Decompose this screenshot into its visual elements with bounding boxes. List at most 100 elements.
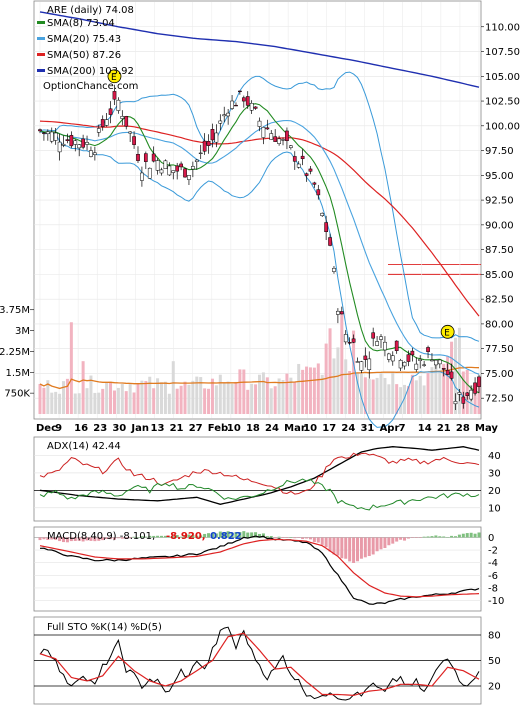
macd-hist-bar [163,535,167,538]
volume-bar [171,361,175,414]
macd-tick-label: 0 [488,533,494,544]
macd-hist-value: 0.822 [210,531,242,542]
x-tick-label: 13 [151,423,165,434]
candle-body [179,163,183,168]
adx-series-1 [39,452,480,495]
candle-body [53,132,58,141]
macd-hist-bar [73,537,77,541]
macd-hist-bar [324,537,328,548]
volume-bar [403,384,407,414]
candle-body [155,160,160,171]
candle-body [116,99,121,111]
macd-hist-bar [430,536,434,538]
candle-body [434,359,438,366]
candle-body [453,401,458,405]
volume-bar [375,377,379,414]
volume-axis: 3.75M 3M 2.25M 1.5M 750K [0,305,34,400]
volume-bar [344,359,348,414]
volume-bar [355,372,359,414]
x-tick-label: Apr [380,423,400,434]
volume-bar [340,313,344,414]
macd-hist-bar [124,537,128,540]
macd-hist-bar [65,537,69,543]
volume-bar [316,363,320,414]
macd-hist-bar [101,537,105,541]
macd-hist-bar [199,535,203,538]
price-tick-label: 85.00 [485,270,514,281]
sto-label: Full STO %K(14) %D(5) [47,622,162,633]
macd-hist-bar [144,536,148,538]
volume-bar [160,382,164,414]
candle-body [273,136,278,142]
candle-body [414,363,419,370]
sto-lines [39,626,480,701]
candle-body [355,361,360,363]
macd-hist-bar [465,533,469,538]
macd-hist-bar [387,537,391,546]
candle-body [336,310,340,315]
volume-bar [399,387,403,414]
x-tick-label: 9 [55,423,62,434]
volume-bar [226,381,230,414]
macd-hist-bar [261,533,265,538]
candle-body [147,167,152,179]
volume-bar [50,392,54,414]
macd-hist-bar [375,537,379,552]
volume-bar [230,383,234,414]
volume-bar [289,377,293,414]
price-tick-label: 77.50 [485,344,514,355]
macd-hist-bar [344,537,348,559]
volume-bar [265,377,269,414]
volume-bar [348,370,352,414]
volume-bar [183,381,187,414]
adx-panel: 40 30 20 10 ADX(14) 42.44 [33,436,501,522]
candle-body [304,173,309,176]
candle-body [449,371,454,379]
legend-sma8: SMA(8) 73.04 [47,18,115,29]
volume-bar [128,383,132,414]
volume-bar [285,373,289,414]
sma50-line [39,120,480,317]
volume-bar [234,381,238,414]
volume-bar [124,391,128,414]
candle-body [100,119,105,128]
legend-sma50: SMA(50) 87.26 [47,50,121,61]
macd-hist-bar [42,537,46,540]
macd-hist-bar [426,536,430,538]
candle-body [398,359,403,369]
macd-hist-bar [148,535,152,538]
volume-bar [293,382,297,414]
candle-body [469,389,474,400]
candle-body [281,139,285,141]
volume-tick-label: 1.5M [5,368,30,379]
candle-body [422,364,426,366]
macd-hist-bar [379,537,383,550]
candle-body [69,135,74,147]
price-tick-label: 97.50 [485,146,514,157]
volume-bar [218,374,222,414]
macd-signal-value: -8.920, [166,531,206,542]
adx-panel-frame [33,436,482,522]
x-tick-label: 31 [360,423,374,434]
sma8-line [39,103,480,394]
volume-bar [246,389,250,414]
candle-body [77,144,82,149]
volume-bar [81,361,85,414]
candle-body [183,168,187,178]
candle-body [61,143,66,146]
candle-body [328,237,332,246]
x-tick-label: 27 [189,423,203,434]
macd-hist-bar [258,533,261,538]
macd-hist-bar [175,535,179,538]
volume-bar [312,367,316,414]
macd-hist-bar [355,537,359,562]
candle-body [390,355,395,362]
volume-bar [336,347,340,414]
candle-body [222,114,227,117]
macd-hist-bar [320,537,324,545]
candles [38,84,481,410]
volume-bar [199,377,203,414]
macd-hist-bar [210,533,214,538]
macd-hist-bar [214,533,218,538]
candle-body [249,102,254,111]
